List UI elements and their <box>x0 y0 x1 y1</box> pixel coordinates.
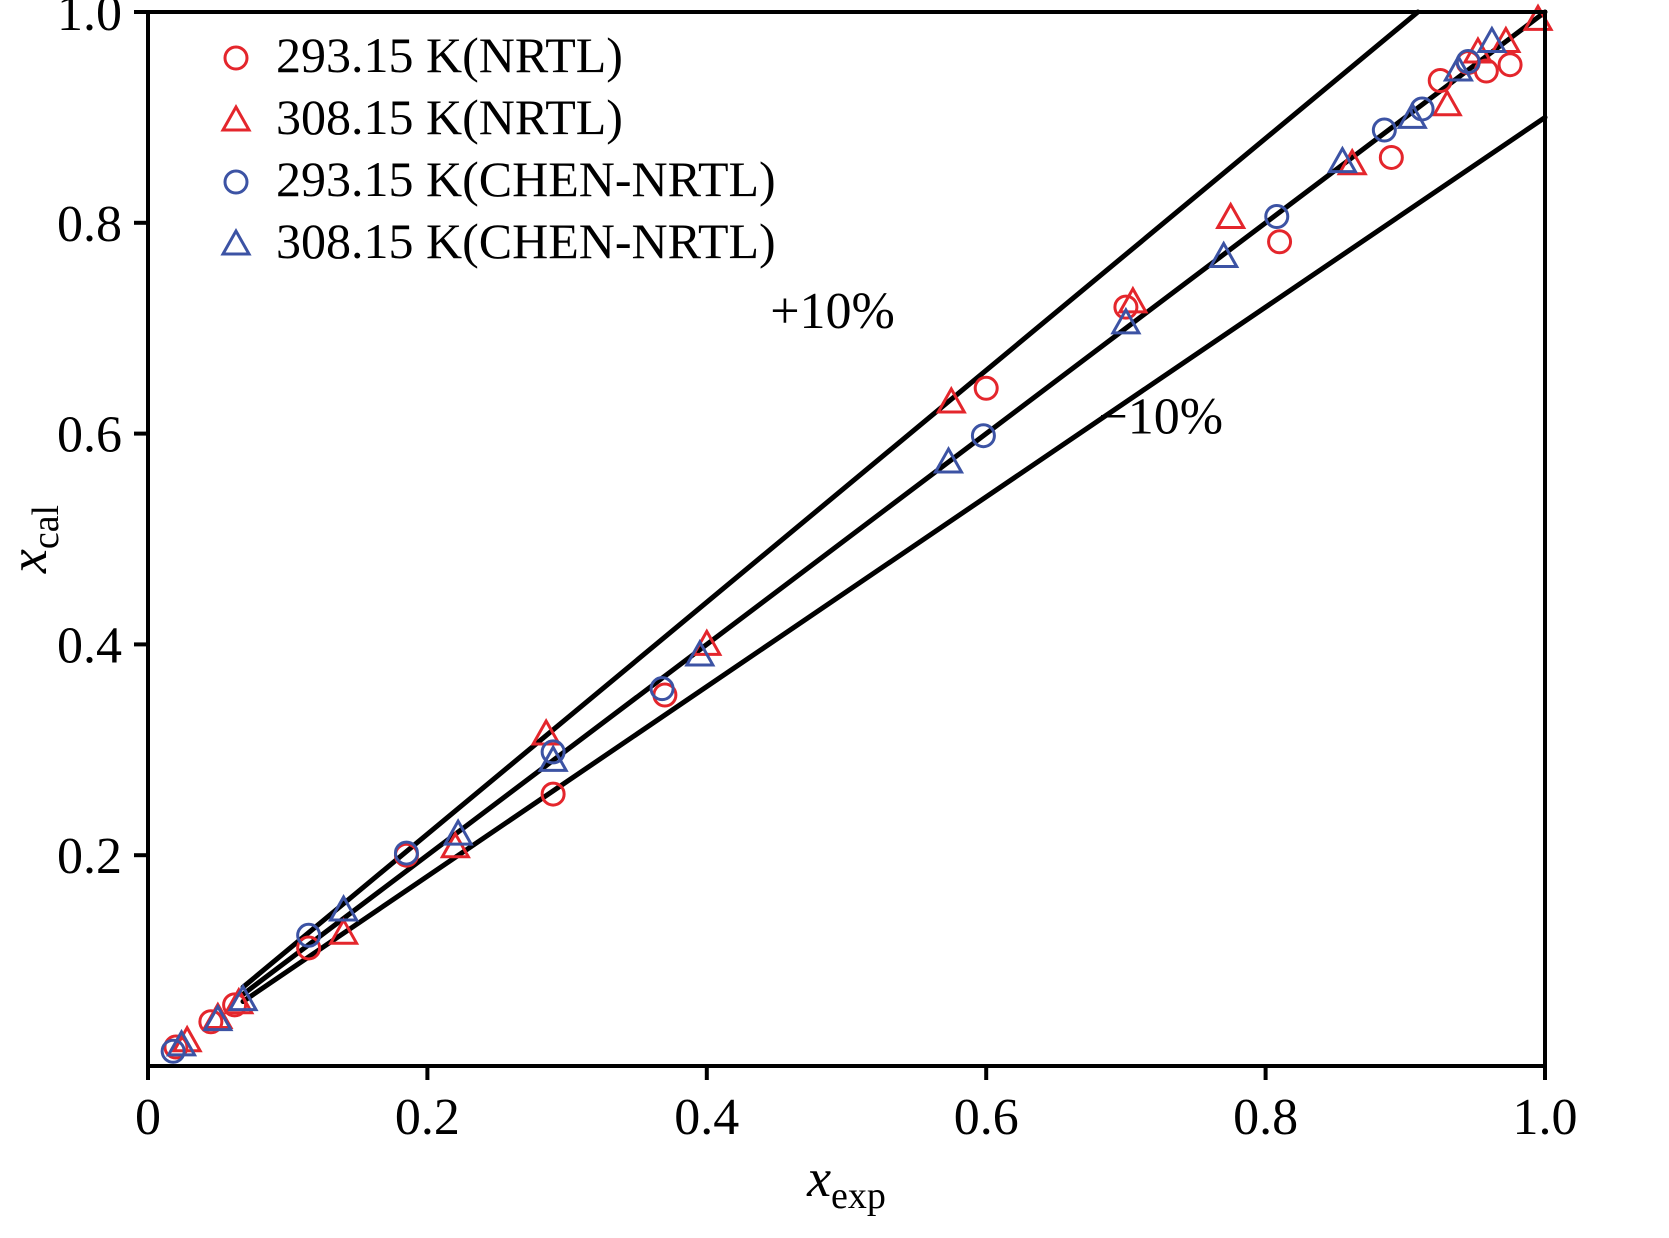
legend: 293.15 K(NRTL) 308.15 K(NRTL) 293.15 K(CHE… <box>220 27 776 269</box>
minus10-line <box>240 114 1548 1004</box>
plus10-line <box>240 9 1421 990</box>
x-tick-label: 0 <box>135 1089 161 1146</box>
annotation-10: +10% <box>770 283 895 340</box>
y-tick-label: 0.8 <box>57 196 122 253</box>
x-axis-title: xexp <box>806 1148 886 1217</box>
y-axis-ticks: 0.2 0.4 0.6 0.8 1.0 <box>57 0 148 885</box>
y-axis-title: xcal <box>0 505 67 574</box>
legend-label: 308.15 K(CHEN-NRTL) <box>276 213 776 269</box>
x-tick-label: 0.8 <box>1233 1089 1298 1146</box>
x-tick-label: 0.4 <box>674 1089 739 1146</box>
annotation-10: −10% <box>1098 389 1223 446</box>
series-points-3 <box>165 25 1508 1057</box>
identity-line <box>240 9 1548 997</box>
legend-label: 308.15 K(NRTL) <box>276 89 623 145</box>
y-tick-label: 0.2 <box>57 828 122 885</box>
x-tick-label: 0.6 <box>954 1089 1019 1146</box>
legend-item-1: 308.15 K(NRTL) <box>220 89 623 145</box>
y-tick-label: 0.4 <box>57 617 122 674</box>
y-tick-label: 1.0 <box>57 0 122 42</box>
x-tick-label: 1.0 <box>1513 1089 1578 1146</box>
y-tick-label: 0.6 <box>57 407 122 464</box>
plot-frame <box>146 10 1547 1068</box>
legend-label: 293.15 K(NRTL) <box>276 27 623 83</box>
x-axis-ticks: 0 0.2 0.4 0.6 0.8 1.0 <box>135 1066 1578 1146</box>
legend-item-0: 293.15 K(NRTL) <box>223 27 623 83</box>
series-points-2 <box>160 49 1481 1064</box>
x-tick-label: 0.2 <box>395 1089 460 1146</box>
legend-label: 293.15 K(CHEN-NRTL) <box>276 151 776 207</box>
legend-item-3: 308.15 K(CHEN-NRTL) <box>220 213 776 269</box>
legend-item-2: 293.15 K(CHEN-NRTL) <box>223 151 776 207</box>
